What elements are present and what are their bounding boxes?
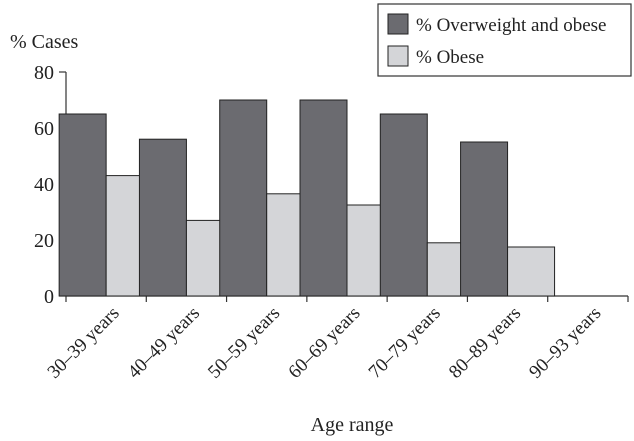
x-axis-title: Age range	[311, 414, 394, 436]
plot-area: 0 20 40 60 80 30–39 years 40–49 years 50–59 yea…	[34, 62, 629, 383]
x-tick-label: 40–49 years	[124, 303, 204, 383]
y-tick-label: 0	[44, 286, 54, 308]
x-tick-label: 50–59 years	[204, 303, 284, 383]
bar-overweight-obese	[138, 138, 187, 297]
bar-overweight-obese	[219, 99, 268, 297]
x-tick-label: 80–89 years	[445, 303, 525, 383]
legend: % Overweight and obese % Obese	[377, 3, 632, 77]
bar-obese	[507, 246, 556, 297]
x-tick-label: 90–93 years	[525, 303, 605, 383]
x-tick-label: 30–39 years	[44, 303, 124, 383]
y-axis-title: % Cases	[10, 31, 79, 53]
legend-label: % Obese	[416, 47, 484, 68]
y-tick-label: 20	[34, 230, 54, 252]
bar-overweight-obese	[299, 99, 348, 297]
legend-label: % Overweight and obese	[416, 15, 606, 36]
x-tick-label: 70–79 years	[365, 303, 445, 383]
x-tick-label: 60–69 years	[284, 303, 364, 383]
legend-swatch	[387, 13, 409, 35]
bar-overweight-obese	[460, 141, 509, 297]
bar-overweight-obese	[379, 113, 428, 297]
y-tick-label: 40	[34, 174, 54, 196]
bar-overweight-obese	[58, 113, 107, 297]
y-tick-label: 80	[34, 62, 54, 84]
legend-box	[377, 3, 632, 77]
y-tick-label: 60	[34, 118, 54, 140]
legend-swatch	[387, 45, 409, 67]
